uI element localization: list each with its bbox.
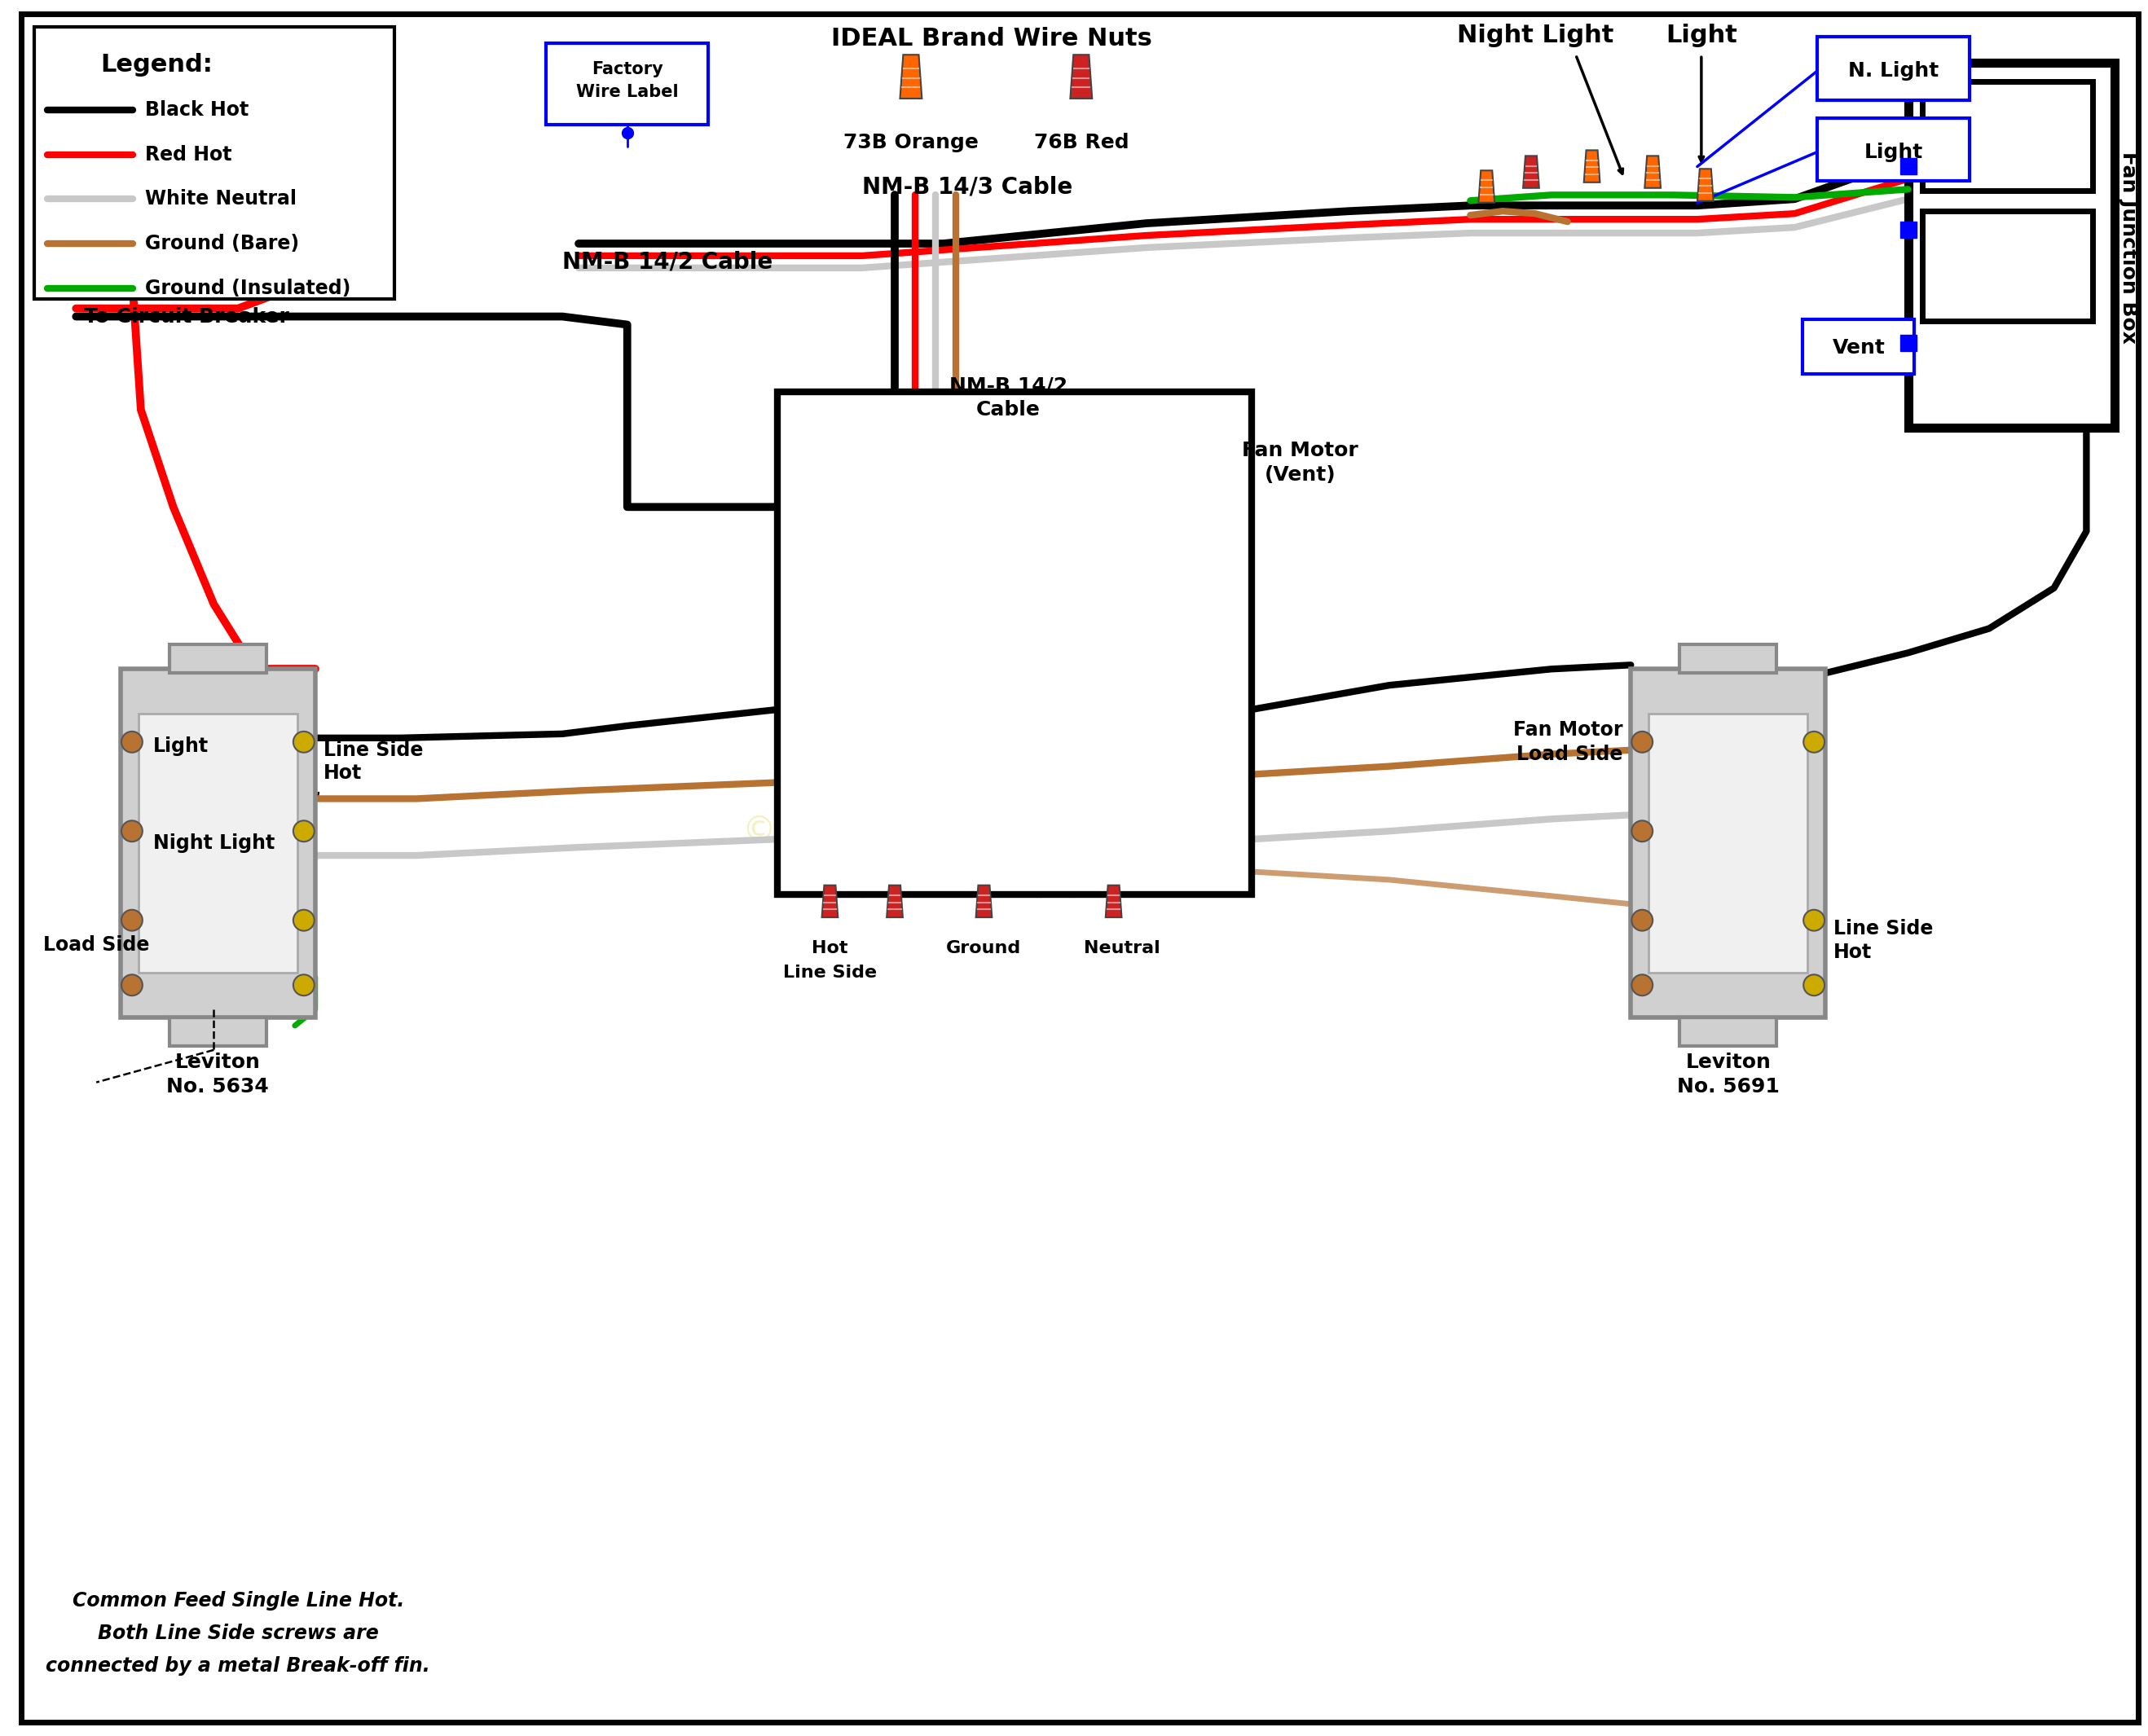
Bar bbox=[1680, 1017, 1776, 1045]
Text: Hot: Hot bbox=[1834, 943, 1871, 962]
Circle shape bbox=[294, 910, 314, 930]
Text: Night Light: Night Light bbox=[1456, 24, 1613, 47]
Text: Line Side: Line Side bbox=[784, 965, 876, 981]
Text: Ground (Bare): Ground (Bare) bbox=[144, 234, 299, 253]
Polygon shape bbox=[1106, 885, 1121, 917]
Bar bbox=[170, 644, 266, 674]
Polygon shape bbox=[1478, 170, 1495, 203]
Bar bbox=[1922, 82, 2092, 191]
Text: 76B Red: 76B Red bbox=[1033, 132, 1128, 153]
Text: Leviton: Leviton bbox=[1686, 1052, 1770, 1071]
Text: NM-B 14/3 Cable: NM-B 14/3 Cable bbox=[863, 175, 1074, 198]
Circle shape bbox=[1632, 910, 1652, 930]
Bar bbox=[120, 668, 316, 1017]
Text: NM-B 14/2 Cable: NM-B 14/2 Cable bbox=[563, 250, 773, 274]
Bar bbox=[170, 1017, 266, 1045]
Text: Load Side: Load Side bbox=[43, 934, 150, 955]
Bar bbox=[137, 713, 296, 972]
Circle shape bbox=[1804, 731, 1824, 752]
Bar bbox=[790, 684, 842, 880]
Circle shape bbox=[1632, 974, 1652, 996]
Polygon shape bbox=[887, 885, 902, 917]
Text: Load Side: Load Side bbox=[1516, 745, 1622, 764]
Text: Cable: Cable bbox=[975, 399, 1040, 420]
Text: Fan Motor: Fan Motor bbox=[1512, 720, 1622, 740]
Text: Leviton: Leviton bbox=[176, 1052, 260, 1071]
Text: Light: Light bbox=[1665, 24, 1738, 47]
Text: Red Hot: Red Hot bbox=[144, 144, 232, 165]
Polygon shape bbox=[1645, 156, 1660, 187]
Polygon shape bbox=[1583, 151, 1600, 182]
Circle shape bbox=[1632, 731, 1652, 752]
Bar bbox=[1802, 319, 1914, 373]
Text: No. 5691: No. 5691 bbox=[1678, 1076, 1779, 1095]
Bar bbox=[1020, 684, 1070, 880]
Circle shape bbox=[122, 821, 142, 842]
Text: NM-B 14/2: NM-B 14/2 bbox=[949, 375, 1068, 396]
Text: White Neutral: White Neutral bbox=[144, 189, 296, 208]
Text: (Vent): (Vent) bbox=[1265, 465, 1336, 484]
Text: Factory: Factory bbox=[591, 61, 664, 78]
Text: Legend:: Legend: bbox=[101, 54, 213, 76]
Polygon shape bbox=[975, 885, 992, 917]
Circle shape bbox=[1804, 910, 1824, 930]
Text: Wire Label: Wire Label bbox=[576, 83, 679, 101]
Bar bbox=[1922, 212, 2092, 321]
Circle shape bbox=[294, 821, 314, 842]
Polygon shape bbox=[1523, 156, 1540, 187]
Polygon shape bbox=[1070, 56, 1091, 99]
Polygon shape bbox=[823, 885, 838, 917]
Text: Light: Light bbox=[153, 736, 208, 755]
Bar bbox=[546, 43, 709, 125]
Text: Line Side: Line Side bbox=[322, 740, 423, 760]
Text: 73B Orange: 73B Orange bbox=[844, 132, 979, 153]
Bar bbox=[1817, 118, 1970, 181]
Circle shape bbox=[122, 910, 142, 930]
Text: Light: Light bbox=[1864, 142, 1922, 161]
Text: Fan Motor: Fan Motor bbox=[1242, 441, 1358, 460]
Text: © landmynow.com: © landmynow.com bbox=[743, 814, 1063, 849]
Text: Black Hot: Black Hot bbox=[144, 101, 249, 120]
Text: Line Side: Line Side bbox=[1834, 918, 1933, 937]
Text: To Circuit Breaker: To Circuit Breaker bbox=[84, 307, 290, 326]
Text: Fan Junction Box: Fan Junction Box bbox=[2118, 151, 2137, 344]
Bar bbox=[1630, 668, 1826, 1017]
Polygon shape bbox=[1697, 168, 1714, 201]
Text: connected by a metal Break-off fin.: connected by a metal Break-off fin. bbox=[45, 1656, 430, 1675]
Bar bbox=[1817, 36, 1970, 101]
Text: Both Line Side screws are: Both Line Side screws are bbox=[97, 1623, 378, 1644]
Text: Vent: Vent bbox=[1832, 339, 1886, 358]
Text: No. 5634: No. 5634 bbox=[168, 1076, 268, 1095]
Text: Neutral: Neutral bbox=[1083, 941, 1160, 957]
Text: Ground: Ground bbox=[947, 941, 1022, 957]
Circle shape bbox=[122, 974, 142, 996]
Text: Hot: Hot bbox=[812, 941, 848, 957]
Text: Ground (Insulated): Ground (Insulated) bbox=[144, 278, 350, 299]
Circle shape bbox=[1804, 974, 1824, 996]
Circle shape bbox=[122, 731, 142, 752]
Circle shape bbox=[1632, 821, 1652, 842]
Text: IDEAL Brand Wire Nuts: IDEAL Brand Wire Nuts bbox=[831, 26, 1153, 50]
Text: Hot: Hot bbox=[322, 764, 361, 783]
Bar bbox=[778, 392, 1252, 894]
Circle shape bbox=[294, 974, 314, 996]
Text: Night Light: Night Light bbox=[153, 833, 275, 852]
Bar bbox=[34, 28, 395, 299]
Text: Common Feed Single Line Hot.: Common Feed Single Line Hot. bbox=[73, 1592, 404, 1611]
Bar bbox=[1907, 62, 2116, 427]
Bar bbox=[1650, 713, 1806, 972]
Polygon shape bbox=[900, 56, 921, 99]
Text: N. Light: N. Light bbox=[1847, 61, 1940, 82]
Circle shape bbox=[294, 731, 314, 752]
Bar bbox=[1680, 644, 1776, 674]
